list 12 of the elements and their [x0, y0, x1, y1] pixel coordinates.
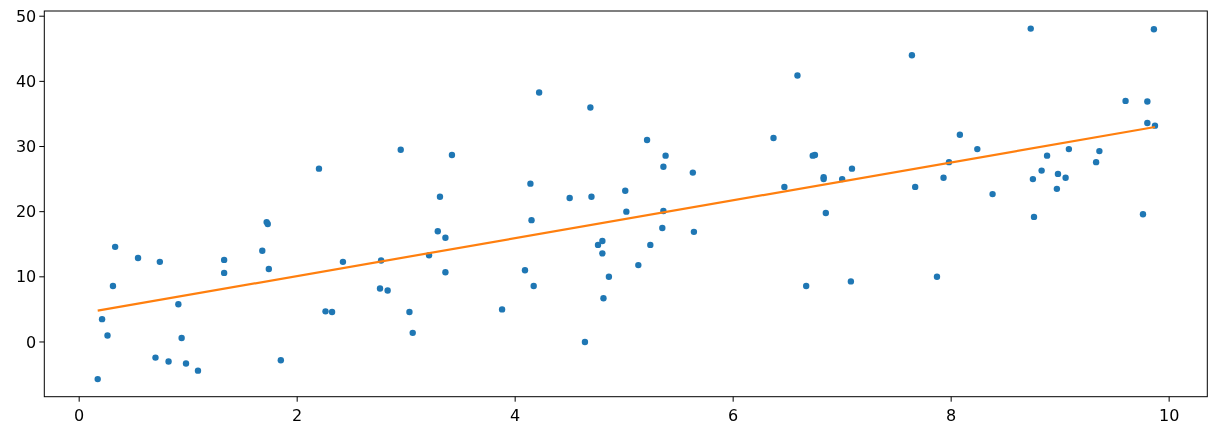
x-tick-label: 2: [292, 405, 303, 425]
y-tick-label: 10: [15, 267, 37, 287]
y-tick-label: 0: [26, 332, 37, 352]
y-tick-label: 30: [15, 137, 37, 157]
x-tick-label: 0: [74, 405, 85, 425]
x-tick-label: 10: [1158, 405, 1180, 425]
y-tick-label: 20: [15, 202, 37, 222]
y-tick-label: 40: [15, 71, 37, 91]
y-tick-label: 50: [15, 6, 37, 26]
x-tick-label: 8: [946, 405, 957, 425]
x-tick-label: 4: [510, 405, 521, 425]
x-tick-label: 6: [728, 405, 739, 425]
